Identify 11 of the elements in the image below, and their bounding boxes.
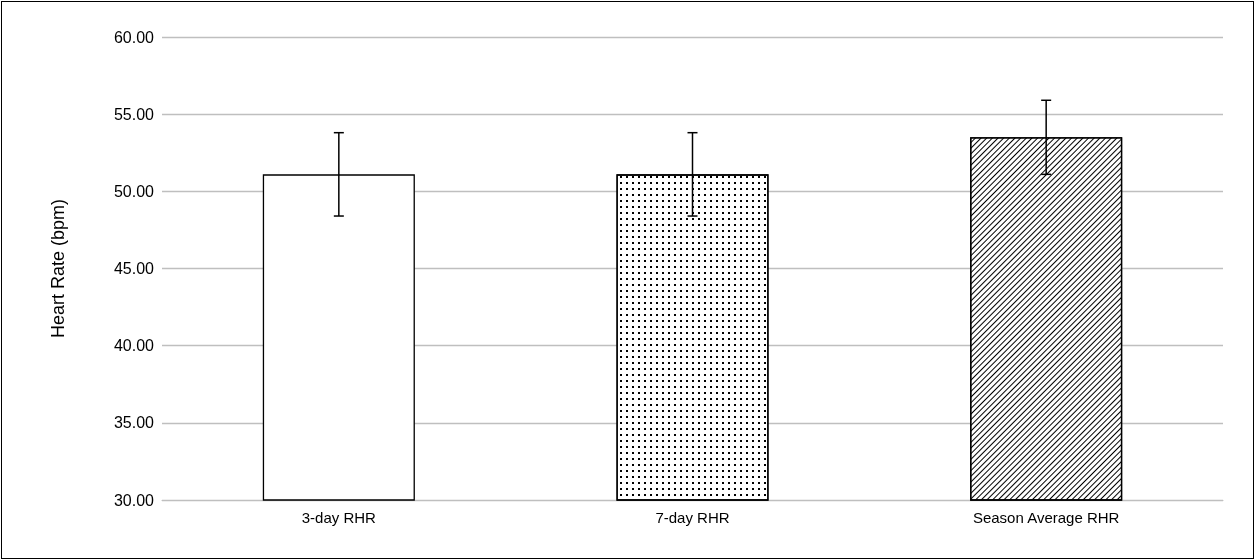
y-tick-label: 50.00 xyxy=(113,182,155,200)
y-axis-title: Heart Rate (bpm) xyxy=(48,198,68,339)
x-tick-label: Season Average RHR xyxy=(972,509,1120,526)
y-tick-label: 40.00 xyxy=(113,337,155,355)
x-tick-label: 7-day RHR xyxy=(655,509,730,526)
y-tick-label: 60.00 xyxy=(113,28,155,46)
x-tick-label: 3-day RHR xyxy=(301,509,377,526)
y-tick-label: 45.00 xyxy=(113,260,155,277)
y-tick-label: 30.00 xyxy=(113,491,155,509)
y-tick-label: 55.00 xyxy=(113,105,155,123)
y-tick-label: 35.00 xyxy=(113,414,155,432)
